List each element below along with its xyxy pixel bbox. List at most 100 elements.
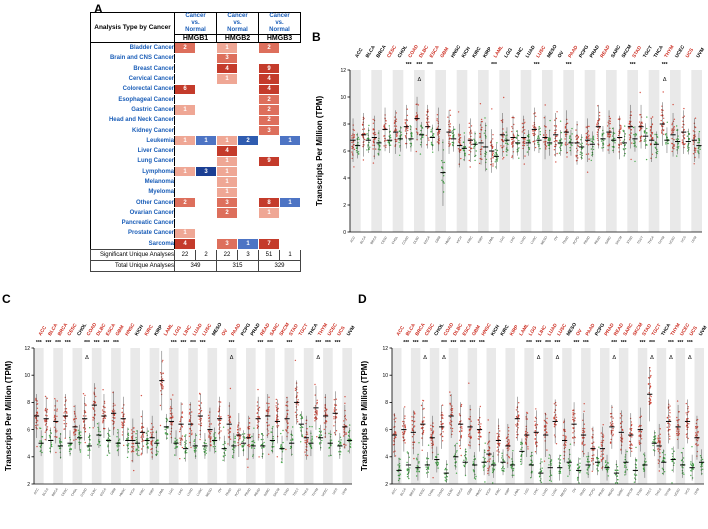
category-label-KICH: KICH xyxy=(461,45,473,59)
cancer-row: Lung Cancer 1 9 xyxy=(91,155,301,168)
significant-row-label: Significant Unique Analyses xyxy=(90,248,175,261)
count-cell: 1 xyxy=(174,227,196,240)
bottom-category-label: PRAD xyxy=(583,235,591,245)
category-MESO xyxy=(542,104,553,160)
bottom-category-label: GBM xyxy=(466,487,473,496)
significance-marker: *** xyxy=(180,340,186,346)
column-stripe xyxy=(675,348,686,484)
count-cell xyxy=(174,114,196,126)
y-axis-title: Transcripts Per Million (TPM) xyxy=(4,361,13,472)
column-stripe xyxy=(600,348,610,484)
column-stripe xyxy=(111,348,121,484)
significance-marker: *** xyxy=(258,340,264,346)
count-cell xyxy=(195,207,217,219)
cancer-type-label: Esophageal Cancer xyxy=(118,96,174,103)
column-stripe xyxy=(505,348,515,484)
category-KICH xyxy=(457,111,467,168)
significance-marker: *** xyxy=(668,340,674,346)
significance-marker: *** xyxy=(566,62,572,68)
category-UCS xyxy=(332,391,343,459)
cancer-type-label: Pancreatic Cancer xyxy=(121,220,174,227)
count-cell xyxy=(279,145,301,157)
significance-marker: *** xyxy=(416,62,422,68)
category-SARC xyxy=(618,410,629,476)
significance-marker: *** xyxy=(403,340,409,346)
count-cell xyxy=(258,176,280,188)
bottom-category-label: THYM xyxy=(311,487,319,497)
category-PAAD xyxy=(226,387,237,459)
count-cell: 4 xyxy=(258,83,280,95)
bottom-category-label: BRCA xyxy=(408,487,417,497)
bottom-category-label: UCEC xyxy=(668,235,677,245)
category-UVM xyxy=(691,117,702,165)
bottom-category-label: BLCA xyxy=(359,235,367,245)
count-cell xyxy=(258,52,280,65)
count-cell xyxy=(195,52,217,65)
bottom-category-label: ESCA xyxy=(99,487,107,497)
significance-marker: *** xyxy=(46,340,52,346)
category-LIHC xyxy=(533,408,544,483)
delta-marker: Δ xyxy=(688,355,692,361)
count-cell: 9 xyxy=(258,63,280,75)
oncomine-analysis-table: Analysis Type by Cancer Cancer vs. Normal Ca… xyxy=(90,12,301,272)
cancer-type-label: Colorectal Cancer xyxy=(122,86,174,93)
count-cell xyxy=(279,63,301,75)
y-tick-label: 10 xyxy=(340,95,346,101)
significance-marker: *** xyxy=(36,340,42,346)
category-label-KICH: KICH xyxy=(490,323,502,337)
count-cell: 4 xyxy=(216,63,238,75)
bottom-category-label: STAD xyxy=(626,235,634,245)
count-cell xyxy=(237,196,259,209)
column-stripe xyxy=(467,348,478,484)
bottom-category-label: THCA xyxy=(654,487,662,497)
count-cell: 2 xyxy=(258,114,280,126)
y-tick-label: 8 xyxy=(385,400,388,406)
count-cell xyxy=(258,166,280,178)
cancer-type-label: Myeloma xyxy=(148,189,174,196)
significance-marker: *** xyxy=(413,340,419,346)
count-cell xyxy=(195,145,217,157)
category-STAD xyxy=(627,104,638,163)
count-cell xyxy=(279,166,301,178)
bottom-category-label: SKCM xyxy=(626,487,634,497)
bottom-category-label: UCEC xyxy=(673,487,682,497)
category-label-LGG: LGG xyxy=(503,47,514,59)
category-TGCT xyxy=(294,359,304,443)
column-stripe xyxy=(670,70,681,232)
category-label-UCS: UCS xyxy=(688,325,699,337)
column-stripe xyxy=(410,348,421,484)
bottom-category-label: MESO xyxy=(205,487,214,498)
cancer-type-label: Prostate Cancer xyxy=(127,230,174,237)
cancer-row: Bladder Cancer 2 1 2 xyxy=(91,42,301,54)
column-stripe xyxy=(149,348,160,484)
bottom-category-label: OV xyxy=(571,487,577,494)
comparison-header: Cancer vs. Normal xyxy=(258,12,301,35)
count-cell: 1 xyxy=(279,135,301,147)
bottom-category-label: CHOL xyxy=(391,235,399,245)
category-label-KIRC: KIRC xyxy=(499,323,511,337)
bottom-category-label: LGG xyxy=(499,235,506,243)
count-cell: 4 xyxy=(174,238,196,250)
cancer-row: Liver Cancer 4 xyxy=(91,145,301,157)
count-cell xyxy=(237,176,259,188)
count-cell xyxy=(258,186,280,198)
count-cell: 2 xyxy=(216,207,238,219)
column-stripe xyxy=(520,70,532,232)
column-stripe xyxy=(168,348,179,484)
category-HNSC xyxy=(446,109,457,154)
category-label-STAD: STAD xyxy=(631,45,643,59)
column-stripe xyxy=(392,348,402,484)
bottom-category-label: DLBC xyxy=(412,235,420,245)
category-KIRP xyxy=(505,423,516,478)
category-ESCA xyxy=(425,104,435,153)
category-THCA xyxy=(649,116,659,163)
category-PCPG xyxy=(590,426,601,476)
panel-c-label: C xyxy=(2,292,11,306)
total-count-cell: 329 xyxy=(258,259,301,272)
bottom-category-label: HNSC xyxy=(444,235,453,245)
significance-marker: *** xyxy=(267,340,273,346)
category-PCPG xyxy=(574,121,585,165)
bottom-category-label: TGCT xyxy=(636,235,644,245)
category-label-UCS: UCS xyxy=(685,47,696,59)
count-cell xyxy=(216,114,238,126)
